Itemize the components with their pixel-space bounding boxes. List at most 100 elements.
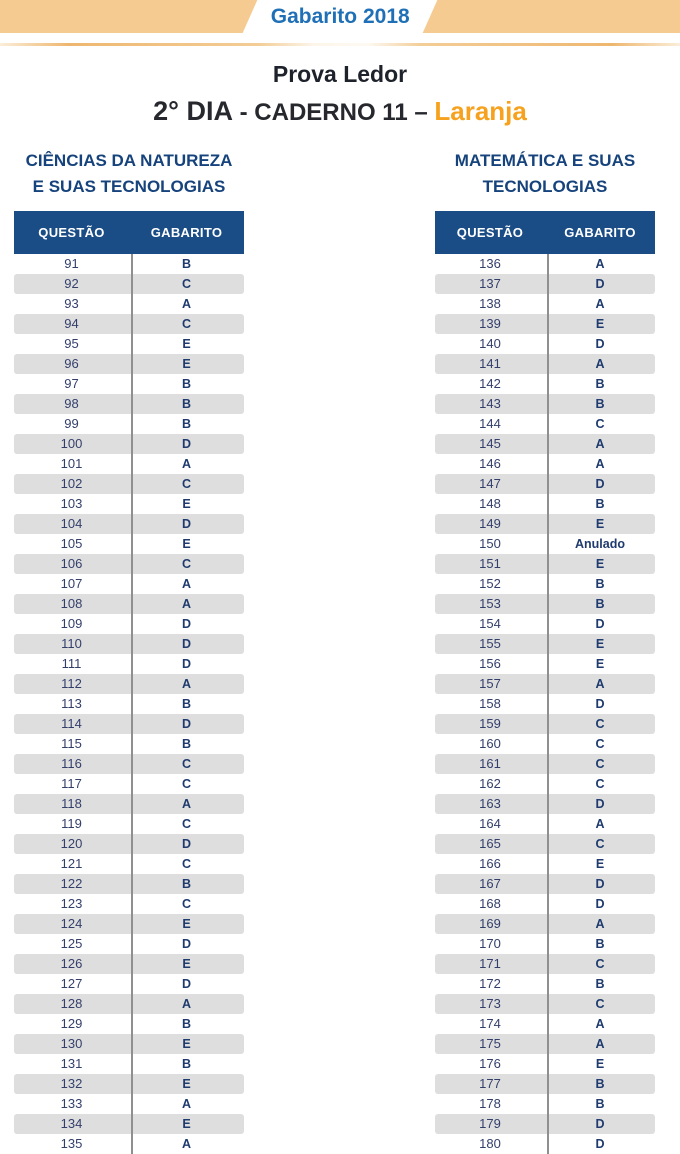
question-number: 169: [479, 916, 501, 931]
table-row: 161 C: [435, 754, 655, 774]
answer-letter: A: [181, 997, 192, 1011]
question-number: 179: [479, 1116, 501, 1131]
answer-letter: A: [181, 677, 192, 691]
answer-letter: D: [181, 637, 192, 651]
answer-letter: B: [181, 1017, 192, 1031]
answer-letter: D: [595, 897, 605, 911]
table-row: 118 A: [14, 794, 244, 814]
subtitle-separator-1: -: [232, 99, 255, 126]
table-row: 144 C: [435, 414, 655, 434]
question-number: 91: [64, 256, 79, 271]
table-row: 142 B: [435, 374, 655, 394]
table-row: 103 E: [14, 494, 244, 514]
question-number: 140: [479, 336, 501, 351]
table-row: 108 A: [14, 594, 244, 614]
question-number: 160: [479, 736, 501, 751]
question-number: 116: [61, 756, 82, 771]
answer-letter: E: [595, 1057, 605, 1071]
answer-letter: E: [595, 557, 605, 571]
answer-letter: E: [182, 537, 191, 551]
question-number: 92: [64, 276, 79, 291]
answer-letter: A: [595, 437, 605, 451]
answer-letter: C: [595, 717, 605, 731]
question-number: 101: [60, 456, 83, 471]
subtitle-separator-2: –: [407, 99, 435, 126]
answer-letter: C: [595, 957, 605, 971]
question-number: 175: [479, 1036, 501, 1051]
answer-letter: B: [595, 937, 605, 951]
table-row: 156 E: [435, 654, 655, 674]
question-number: 113: [61, 696, 82, 711]
question-number: 105: [60, 536, 83, 551]
column-header-gabarito: GABARITO: [150, 225, 223, 240]
table-row: 100 D: [14, 434, 244, 454]
table-row: 140 D: [435, 334, 655, 354]
answer-letter: B: [181, 417, 192, 431]
answer-letter: A: [595, 297, 605, 311]
table-row: 151 E: [435, 554, 655, 574]
answer-letter: A: [181, 577, 192, 591]
section-title-line2: E SUAS TECNOLOGIAS: [32, 177, 226, 196]
question-number: 112: [61, 676, 82, 691]
table-body: 136 A 137 D 138 A 139 E 140 D 141 A 142 B 143 B 144 C 145 A…: [435, 254, 655, 1154]
table-row: 136 A: [435, 254, 655, 274]
section-matematica: MATEMÁTICA E SUAS TECNOLOGIAS QUESTÃO GA…: [435, 148, 655, 1154]
question-number: 106: [60, 556, 83, 571]
table-row: 143 B: [435, 394, 655, 414]
answer-letter: A: [181, 597, 192, 611]
answer-letter: E: [595, 637, 605, 651]
table-row: 112 A: [14, 674, 244, 694]
table-row: 178 B: [435, 1094, 655, 1114]
answer-letter: D: [595, 797, 605, 811]
question-number: 94: [64, 316, 79, 331]
table-row: 147 D: [435, 474, 655, 494]
table-row: 149 E: [435, 514, 655, 534]
table-row: 120 D: [14, 834, 244, 854]
answer-letter: B: [181, 257, 192, 271]
answer-letter: B: [595, 1097, 605, 1111]
table-row: 170 B: [435, 934, 655, 954]
question-number: 93: [64, 296, 79, 311]
subtitle-color-name: Laranja: [434, 96, 527, 126]
answer-letter: E: [595, 517, 605, 531]
table-row: 148 B: [435, 494, 655, 514]
table-row: 115 B: [14, 734, 244, 754]
answer-letter: C: [181, 857, 192, 871]
table-row: 117 C: [14, 774, 244, 794]
table-row: 116 C: [14, 754, 244, 774]
subtitle-caderno: CADERNO 11: [254, 99, 408, 126]
question-number: 153: [479, 596, 501, 611]
section-title-line2: TECNOLOGIAS: [482, 177, 608, 196]
table-row: 105 E: [14, 534, 244, 554]
table-row: 177 B: [435, 1074, 655, 1094]
question-number: 173: [479, 996, 501, 1011]
question-number: 108: [60, 596, 83, 611]
section-title-matematica: MATEMÁTICA E SUAS TECNOLOGIAS: [435, 148, 655, 200]
question-number: 120: [60, 836, 83, 851]
answer-letter: E: [182, 957, 191, 971]
table-row: 150 Anulado: [435, 534, 655, 554]
table-row: 162 C: [435, 774, 655, 794]
table-header: QUESTÃO GABARITO: [435, 211, 655, 254]
question-number: 146: [479, 456, 501, 471]
answer-letter: E: [182, 1077, 191, 1091]
table-row: 152 B: [435, 574, 655, 594]
question-number: 95: [64, 336, 79, 351]
question-number: 157: [479, 676, 501, 691]
banner-title: Gabarito 2018: [270, 4, 410, 28]
answer-letter: D: [595, 477, 605, 491]
answer-table-matematica: QUESTÃO GABARITO 136 A 137 D 138 A 139 E 140 D 141…: [435, 211, 655, 1154]
table-row: 101 A: [14, 454, 244, 474]
table-row: 127 D: [14, 974, 244, 994]
table-row: 180 D: [435, 1134, 655, 1154]
table-row: 93 A: [14, 294, 244, 314]
answer-letter: A: [181, 457, 192, 471]
table-row: 154 D: [435, 614, 655, 634]
table-row: 164 A: [435, 814, 655, 834]
question-number: 103: [60, 496, 83, 511]
table-row: 125 D: [14, 934, 244, 954]
table-row: 153 B: [435, 594, 655, 614]
question-number: 134: [60, 1116, 83, 1131]
question-number: 98: [64, 396, 79, 411]
table-row: 119 C: [14, 814, 244, 834]
